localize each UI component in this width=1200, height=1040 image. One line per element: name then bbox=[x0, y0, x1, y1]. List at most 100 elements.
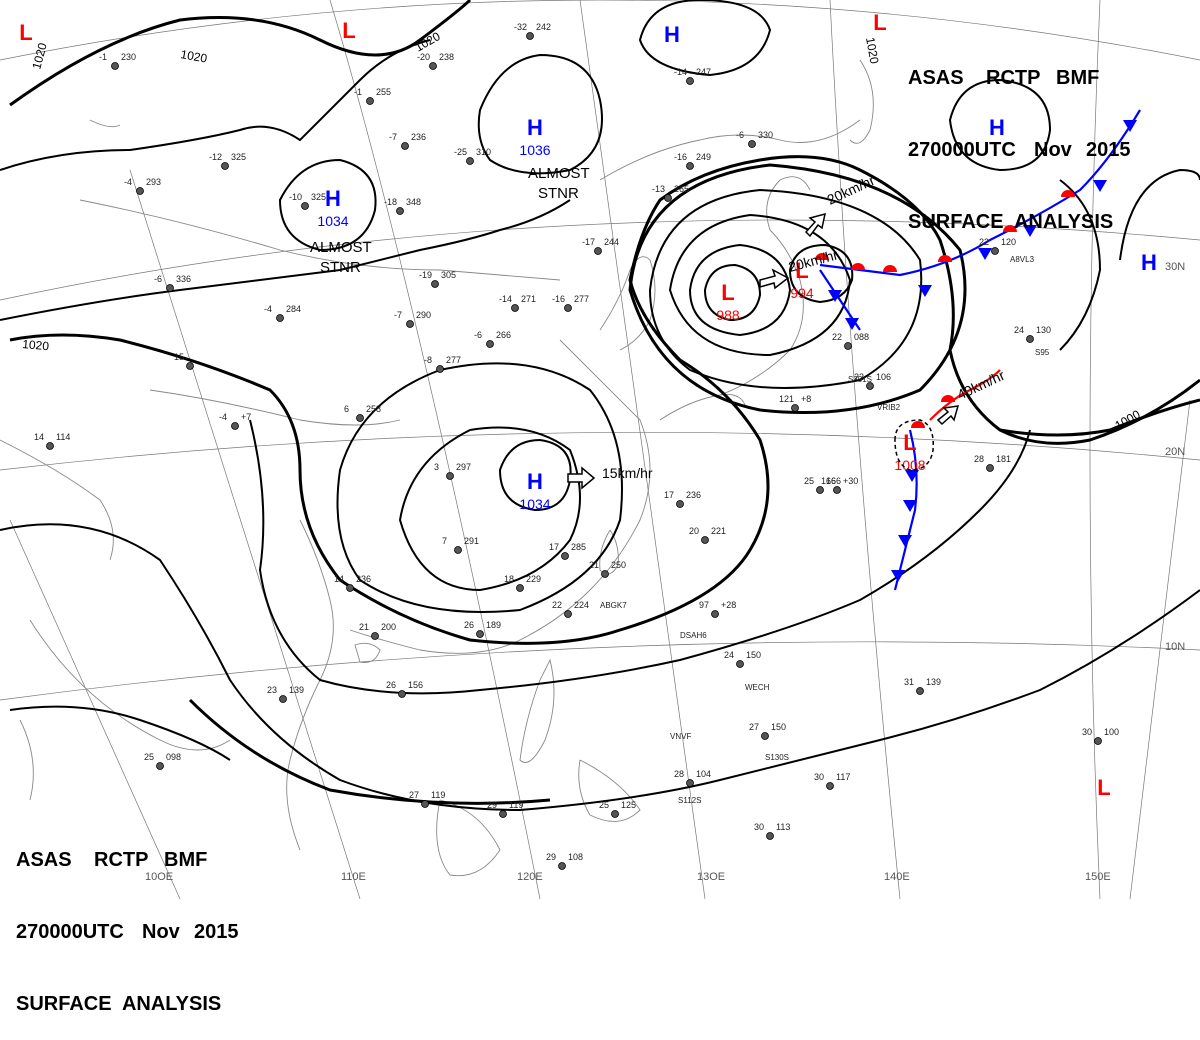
station-temp: -7 bbox=[394, 310, 402, 320]
pressure-systems: H 1036 H 1034 H 1034 H H H L 988 L 994 L 1008 L L L L bbox=[19, 10, 1157, 800]
station-marker bbox=[371, 632, 379, 640]
sri-lanka-area bbox=[19, 719, 34, 801]
station-pressure: 108 bbox=[568, 852, 583, 862]
isobar-ring-h1034-south bbox=[398, 426, 581, 592]
station-marker bbox=[1094, 737, 1102, 745]
occluded-line-north bbox=[819, 109, 1141, 277]
station-temp: 22 bbox=[979, 237, 989, 247]
station-marker bbox=[406, 320, 414, 328]
warm-front-semicircle bbox=[1003, 225, 1017, 232]
footer-month: Nov bbox=[142, 921, 180, 943]
station-temp: -4 bbox=[264, 304, 272, 314]
luzon bbox=[519, 658, 555, 763]
station-marker bbox=[221, 162, 229, 170]
pressure-center-l-11: L bbox=[873, 10, 886, 35]
station-temp: -19 bbox=[419, 270, 432, 280]
station-marker bbox=[136, 187, 144, 195]
cold-front-triangle bbox=[918, 285, 932, 297]
cold-front-triangle bbox=[1093, 180, 1107, 192]
station-pressure: 200 bbox=[381, 622, 396, 632]
isobar-thin-a bbox=[0, 199, 571, 321]
station-marker bbox=[526, 32, 534, 40]
station-pressure: 290 bbox=[416, 310, 431, 320]
station-pressure: 242 bbox=[536, 22, 551, 32]
station-marker bbox=[466, 157, 474, 165]
station-temp: -6 bbox=[736, 130, 744, 140]
station-marker bbox=[748, 140, 756, 148]
station-pressure: 284 bbox=[286, 304, 301, 314]
pressure-center-l-9: L bbox=[19, 20, 32, 45]
station-id: ABGK7 bbox=[600, 601, 627, 610]
kamchatka bbox=[849, 59, 874, 144]
station-marker bbox=[561, 552, 569, 560]
station-id: S112S bbox=[678, 796, 701, 805]
cold-front-triangle bbox=[905, 470, 919, 482]
china-coast bbox=[349, 339, 651, 654]
pressure-center-l-7: L bbox=[795, 258, 808, 283]
station-temp: 166 bbox=[821, 476, 836, 486]
station-temp: 27 bbox=[409, 790, 419, 800]
isobar-low-988-2 bbox=[688, 243, 792, 337]
pressure-center-h-2: H bbox=[527, 469, 543, 494]
station-marker bbox=[429, 62, 437, 70]
isobar-label-0: 1020 bbox=[29, 41, 50, 71]
warm-front-east bbox=[929, 369, 1001, 421]
station-marker bbox=[991, 247, 999, 255]
station-pressure: 104 bbox=[696, 769, 711, 779]
station-pressure: 285 bbox=[571, 542, 586, 552]
fronts bbox=[819, 109, 1141, 591]
lat-label-10N: 10N bbox=[1165, 641, 1185, 653]
station-temp: -20 bbox=[417, 52, 430, 62]
parallel-20n bbox=[0, 431, 1200, 471]
station-marker bbox=[111, 62, 119, 70]
station-id: WECH bbox=[745, 683, 770, 692]
pressure-center-h-1: H bbox=[325, 186, 341, 211]
station-pressure: 229 bbox=[526, 574, 541, 584]
isobar-label-3: 1020 bbox=[863, 36, 881, 65]
korea-coast bbox=[599, 256, 656, 351]
footer-title: SURFACE ANALYSIS bbox=[16, 993, 222, 1015]
station-temp: 28 bbox=[674, 769, 684, 779]
header-line-1: ASAS RCTP BMF bbox=[908, 66, 1131, 90]
station-temp: 15 bbox=[174, 352, 184, 362]
station-pressure: 277 bbox=[574, 294, 589, 304]
isobar-south-b bbox=[9, 705, 231, 761]
station-temp: 25 bbox=[804, 476, 814, 486]
motion-arrow-3 bbox=[804, 212, 826, 238]
station-pressure: 348 bbox=[406, 197, 421, 207]
station-marker bbox=[564, 304, 572, 312]
parallel-40n bbox=[0, 0, 1200, 61]
station-marker bbox=[711, 610, 719, 618]
lat-label-30N: 30N bbox=[1165, 261, 1185, 273]
station-marker bbox=[601, 570, 609, 578]
station-temp: 30 bbox=[814, 772, 824, 782]
station-temp: -1 bbox=[99, 52, 107, 62]
footer-code: BMF bbox=[164, 849, 208, 871]
meridian-160e bbox=[1129, 399, 1191, 899]
footer-station: RCTP bbox=[94, 849, 149, 871]
warm-front-semicircle bbox=[938, 255, 952, 262]
station-temp: 22 bbox=[552, 600, 562, 610]
lat-label-20N: 20N bbox=[1165, 446, 1185, 458]
station-pressure: +8 bbox=[801, 394, 811, 404]
warm-front-semicircle bbox=[911, 421, 925, 428]
station-temp: 26 bbox=[464, 620, 474, 630]
station-temp: 6 bbox=[344, 404, 349, 414]
cold-front-connect bbox=[819, 269, 861, 331]
footer-line-3: SURFACE ANALYSIS bbox=[16, 992, 239, 1016]
station-temp: 18 bbox=[504, 574, 514, 584]
station-pressure: 156 bbox=[408, 680, 423, 690]
station-marker bbox=[844, 342, 852, 350]
motion-arrows bbox=[567, 212, 960, 490]
station-temp: 20 bbox=[689, 526, 699, 536]
station-plots: -1 230 -20 238-1 255-7 236-12 325-4 293-10 325 -1… bbox=[34, 22, 1119, 870]
warm-front-semicircle bbox=[815, 253, 829, 260]
japan-kyushu bbox=[659, 394, 746, 421]
station-temp: 25 bbox=[599, 800, 609, 810]
station-marker bbox=[766, 832, 774, 840]
header-bottom-left: ASAS RCTP BMF 270000UTC Nov 2015 SURFACE… bbox=[16, 800, 239, 1040]
station-pressure: 189 bbox=[486, 620, 501, 630]
station-pressure: 277 bbox=[446, 355, 461, 365]
station-temp: 7 bbox=[442, 536, 447, 546]
